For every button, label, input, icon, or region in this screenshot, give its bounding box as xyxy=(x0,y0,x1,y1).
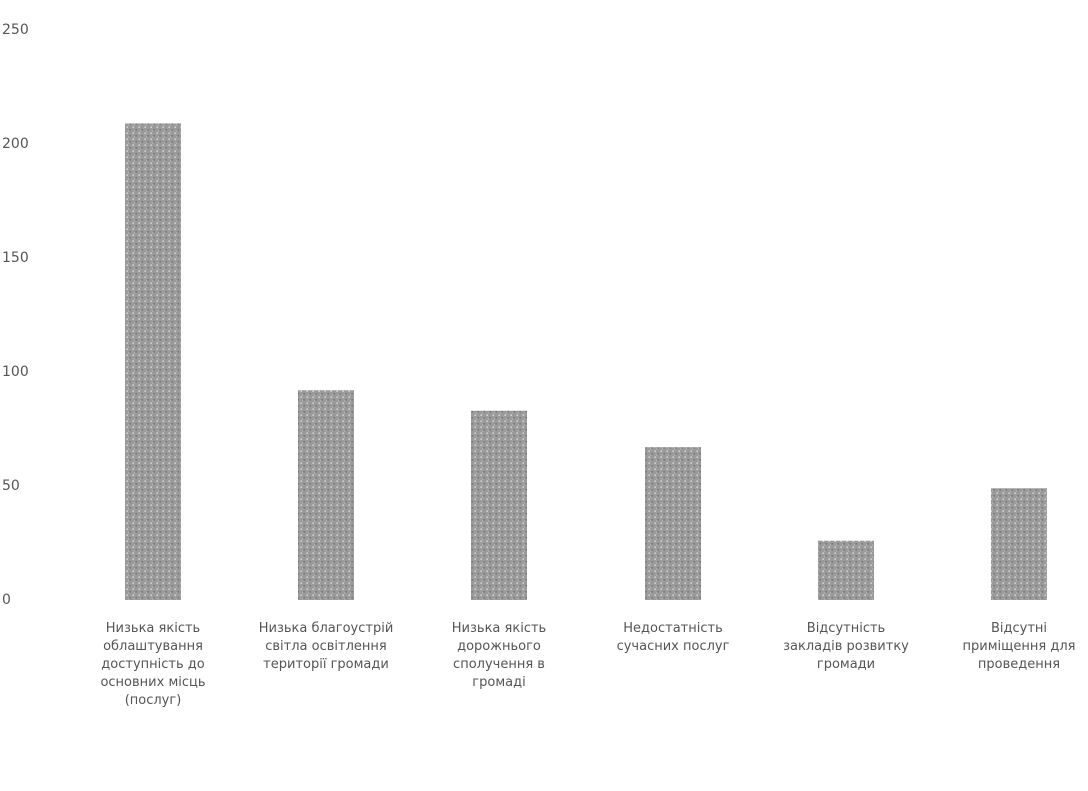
bar xyxy=(991,488,1047,600)
x-category-label: Низька благоустрій світла освітлення терит… xyxy=(259,621,394,672)
bar xyxy=(298,390,354,600)
x-category-label: Низька якість облаштування доступність до о… xyxy=(100,621,205,708)
x-category-label: Відсутність закладів розвитку громади xyxy=(783,621,909,672)
y-tick-label: 0 xyxy=(2,592,11,608)
bar xyxy=(818,540,874,600)
y-axis: 0 50 100 150 200 250 xyxy=(2,22,29,608)
y-tick-label: 100 xyxy=(2,364,29,380)
bar xyxy=(645,447,701,600)
bar xyxy=(125,123,181,600)
bars xyxy=(125,123,1047,600)
x-category-label: Низька якість дорожнього сполучення в грома… xyxy=(452,621,546,690)
y-tick-label: 200 xyxy=(2,136,29,152)
y-tick-label: 150 xyxy=(2,250,29,266)
x-axis-labels: Низька якість облаштування доступність до о… xyxy=(100,621,1075,708)
x-category-label: Недостатність сучасних послуг xyxy=(617,621,730,654)
x-category-label: Відсутні приміщення для проведення xyxy=(963,621,1076,672)
y-tick-label: 250 xyxy=(2,22,29,38)
y-tick-label: 50 xyxy=(2,478,20,494)
bar xyxy=(471,410,527,600)
